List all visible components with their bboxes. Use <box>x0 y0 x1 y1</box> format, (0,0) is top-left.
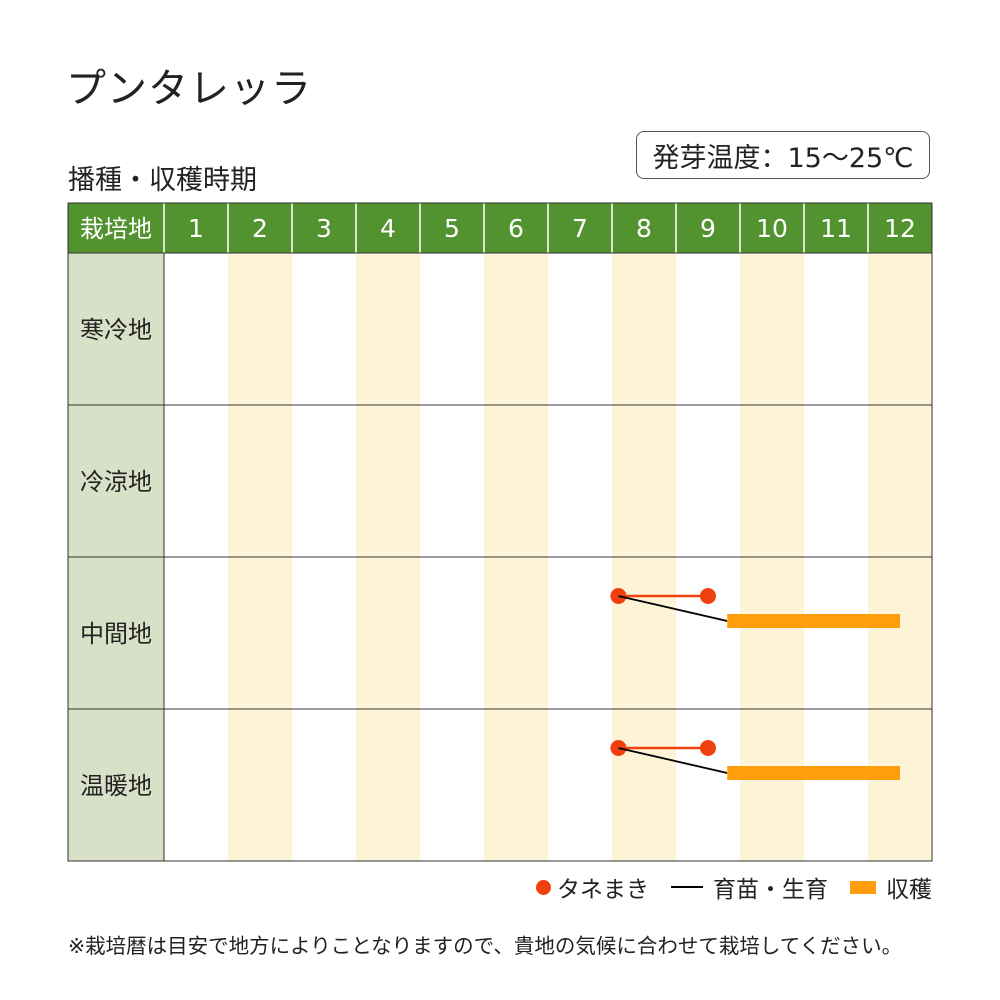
germination-temperature-badge: 発芽温度：15～25℃ <box>636 131 930 179</box>
legend-item-sowing: タネまき <box>536 870 649 904</box>
month-tick-label: 1 <box>188 214 204 243</box>
harvest-bar <box>727 614 900 628</box>
table-border <box>67 202 933 862</box>
month-tick-label: 12 <box>884 214 916 243</box>
row-header-label: 栽培地 <box>80 215 152 243</box>
header-band <box>68 203 932 253</box>
legend-nursery-label: 育苗・生育 <box>713 877 828 903</box>
chart-title: 播種・収穫時期 <box>68 165 257 196</box>
legend-sowing-label: タネまき <box>557 877 649 903</box>
nursery-line-icon <box>671 886 703 888</box>
harvest-bar <box>727 766 900 780</box>
region-label: 温暖地 <box>80 772 152 800</box>
footnote: ※栽培暦は目安で地方によりことなりますので、貴地の気候に合わせて栽培してください… <box>68 934 903 958</box>
month-tick-label: 11 <box>820 214 852 243</box>
sowing-end-point <box>700 588 716 604</box>
month-tick-label: 2 <box>252 214 268 243</box>
legend-item-nursery: 育苗・生育 <box>671 870 828 904</box>
legend-item-harvest: 収穫 <box>850 870 932 904</box>
sowing-dot-icon <box>536 879 551 895</box>
sowing-end-point <box>700 740 716 756</box>
region-label: 寒冷地 <box>80 316 152 344</box>
month-tick-label: 3 <box>316 214 332 243</box>
germination-temperature-label: 発芽温度：15～25℃ <box>652 142 914 174</box>
month-tick-label: 10 <box>756 214 788 243</box>
month-tick-label: 7 <box>572 214 588 243</box>
region-label: 冷涼地 <box>80 468 152 496</box>
month-tick-label: 8 <box>636 214 652 243</box>
month-tick-label: 6 <box>508 214 524 243</box>
month-tick-label: 9 <box>700 214 716 243</box>
nursery-line <box>618 747 728 774</box>
legend: タネまき 育苗・生育 収穫 <box>514 870 932 904</box>
nursery-line <box>618 595 728 622</box>
region-label: 中間地 <box>80 620 152 648</box>
month-tick-label: 4 <box>380 214 396 243</box>
page-title: プンタレッラ <box>66 66 312 112</box>
legend-harvest-label: 収穫 <box>886 877 932 903</box>
month-tick-label: 5 <box>444 214 460 243</box>
harvest-bar-icon <box>850 880 876 894</box>
